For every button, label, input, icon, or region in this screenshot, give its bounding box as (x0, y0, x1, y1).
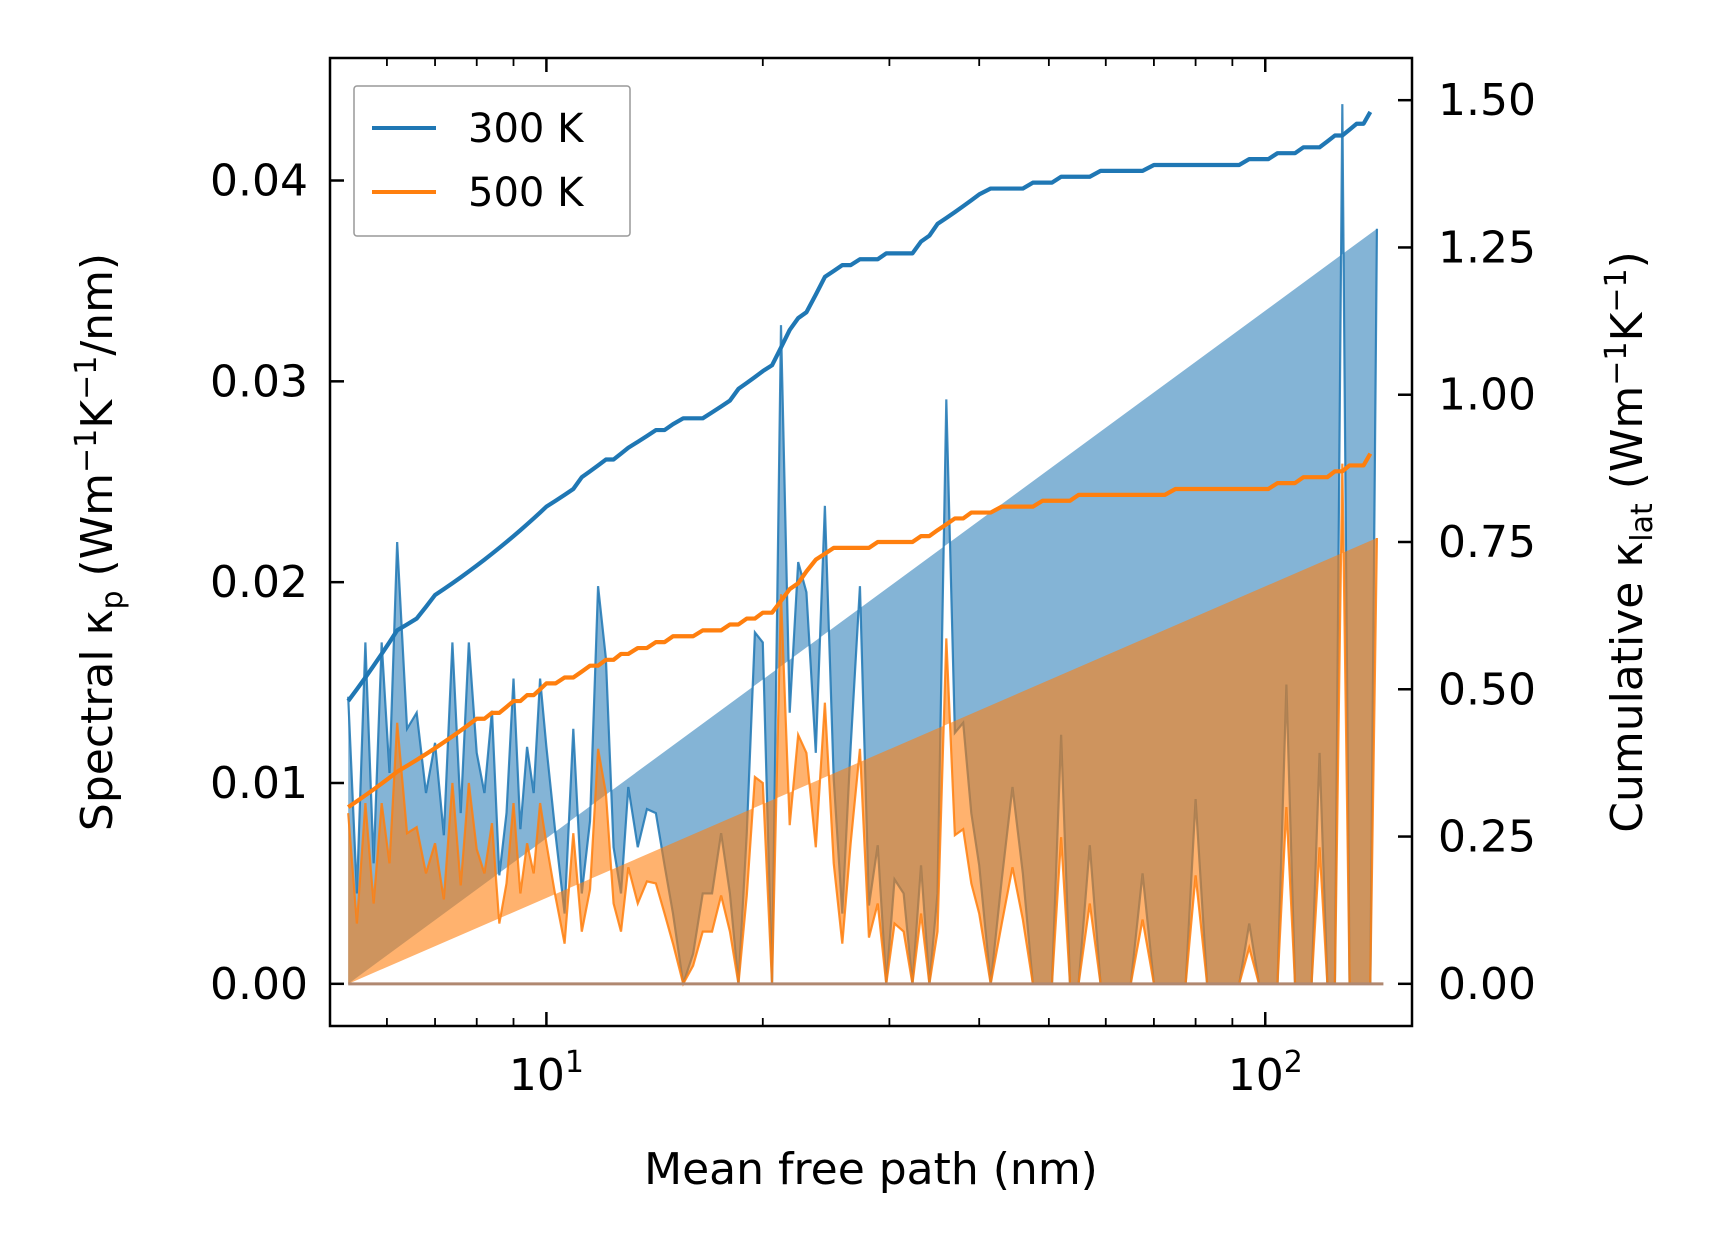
left-y-tick-label-3: 0.03 (210, 356, 308, 407)
left-y-title-main: Spectral κ (72, 610, 123, 832)
right-y-title-unit-a: (Wm (1602, 386, 1653, 504)
right-y-tick-label-5: 1.25 (1438, 222, 1536, 273)
right-y-title-main: Cumulative κ (1602, 542, 1653, 833)
right-y-title-unit-b: K (1602, 311, 1653, 341)
legend-label-500k: 500 K (468, 170, 585, 216)
left-y-title-sup-1: −1 (69, 429, 104, 473)
cumulative-line-300k (346, 110, 1373, 703)
x-axis-title: Mean free path (nm) (644, 1144, 1098, 1195)
x-tick-label-base-1: 10 (1228, 1050, 1284, 1101)
left-y-tick-label-1: 0.01 (210, 758, 308, 809)
x-tick-label-1: 102 (1228, 1045, 1303, 1101)
x-tick-label-base-0: 10 (509, 1050, 565, 1101)
left-y-title-unit-b: K (72, 399, 123, 429)
right-y-axis-title: Cumulative κlat (Wm−1K−1) (1599, 251, 1660, 833)
legend-label-300k: 300 K (468, 106, 585, 152)
right-y-tick-label-4: 1.00 (1438, 370, 1536, 421)
right-y-tick-label-3: 0.75 (1438, 517, 1536, 568)
line-layer (346, 110, 1373, 809)
cumulative-line-500k (347, 452, 1373, 809)
tick-layer: 0.00 0.01 0.02 0.03 0.04 0.00 0.25 0.50 0.75 1.00… (210, 58, 1536, 1101)
left-y-title-unit-a: (Wm (72, 473, 123, 591)
right-y-title-subscript: lat (1625, 503, 1660, 542)
left-y-title-unit-c: /nm) (72, 253, 123, 356)
legend: 300 K 500 K (353, 85, 631, 237)
x-tick-label-exp-0: 1 (565, 1045, 584, 1080)
left-y-title-sup-2: −1 (69, 356, 104, 400)
left-y-axis-title: Spectral κp (Wm−1K−1/nm) (69, 253, 130, 831)
right-y-tick-label-6: 1.50 (1438, 75, 1536, 126)
spectral-fill-layer (347, 104, 1384, 987)
x-tick-label-exp-1: 2 (1284, 1045, 1303, 1080)
right-y-title-sup-1: −1 (1599, 341, 1634, 385)
left-y-tick-label-2: 0.02 (210, 557, 308, 608)
spectral-fill-500k (348, 463, 1377, 984)
right-y-title-unit-c: ) (1602, 251, 1653, 268)
legend-box (353, 85, 631, 237)
x-tick-label-0: 101 (509, 1045, 584, 1101)
right-y-tick-label-1: 0.25 (1438, 812, 1536, 863)
left-y-tick-label-4: 0.04 (210, 156, 308, 207)
right-y-title-sup-2: −1 (1599, 268, 1634, 312)
right-y-tick-label-2: 0.50 (1438, 664, 1536, 715)
right-y-tick-label-0: 0.00 (1438, 959, 1536, 1010)
left-y-title-subscript: p (95, 590, 130, 609)
left-y-tick-label-0: 0.00 (210, 959, 308, 1010)
